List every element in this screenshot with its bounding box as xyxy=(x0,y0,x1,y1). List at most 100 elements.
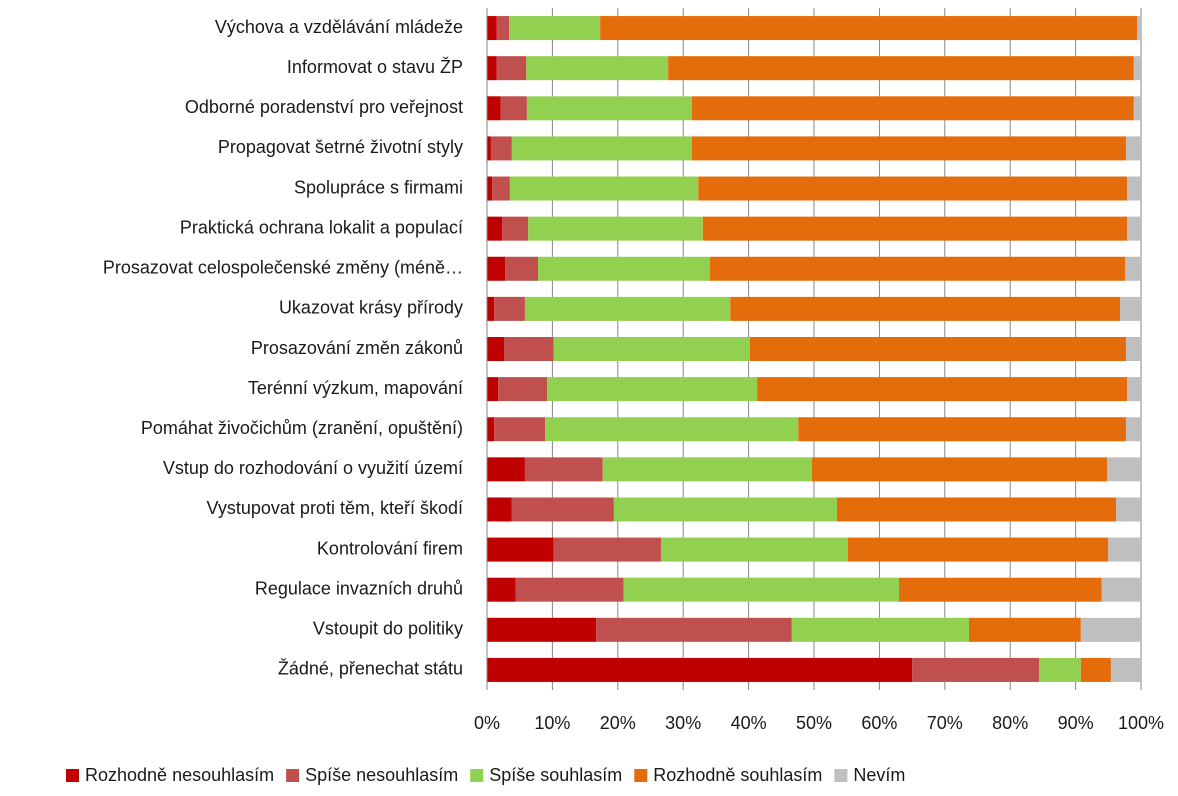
legend-swatch xyxy=(286,769,300,782)
legend-label: Rozhodně souhlasím xyxy=(653,765,822,785)
bar-segment xyxy=(1127,176,1141,201)
bar-segment xyxy=(602,457,813,482)
legend-swatch xyxy=(634,769,648,782)
x-tick-label: 40% xyxy=(731,713,767,733)
bar-segment xyxy=(511,497,614,522)
bar-segment xyxy=(1080,617,1141,642)
y-tick-label: Pomáhat živočichům (zranění, opuštění) xyxy=(141,418,463,438)
bar-segment xyxy=(487,16,497,41)
y-tick-label: Odborné poradenství pro veřejnost xyxy=(185,97,463,117)
y-tick-label: Prosazovat celospolečenské změny (méně… xyxy=(103,258,463,278)
bar-segment xyxy=(1127,216,1141,241)
bar-segment xyxy=(494,417,546,442)
bar-segment xyxy=(812,457,1107,482)
bar-segment xyxy=(524,457,603,482)
y-tick-label: Ukazovat krásy přírody xyxy=(279,298,463,318)
legend-swatch xyxy=(834,769,848,782)
bar-segment xyxy=(1125,136,1141,161)
bar-segment xyxy=(1133,56,1141,81)
x-tick-label: 20% xyxy=(600,713,636,733)
y-tick-label: Spolupráce s firmami xyxy=(294,177,463,197)
y-tick-label: Vystupovat proti těm, kteří škodí xyxy=(207,498,463,518)
bar-segment xyxy=(538,256,711,281)
bar-segment xyxy=(487,337,505,361)
bar-segment xyxy=(511,136,692,161)
bar-segment xyxy=(757,377,1128,402)
bar-segment xyxy=(710,256,1126,281)
bar-segment xyxy=(502,216,529,241)
legend-label: Nevím xyxy=(853,765,905,785)
bar-segment xyxy=(1101,577,1141,602)
legend-label: Spíše souhlasím xyxy=(489,765,622,785)
legend-swatch xyxy=(470,769,484,782)
bar-segment xyxy=(487,417,495,442)
bar-segment xyxy=(492,176,510,201)
y-tick-label: Výchova a vzdělávání mládeže xyxy=(215,17,463,37)
bar-segment xyxy=(613,497,837,522)
bar-segment xyxy=(487,497,512,522)
bar-segment xyxy=(515,577,624,602)
bar-segment xyxy=(487,176,493,201)
bar-segment xyxy=(498,377,548,402)
bar-segment xyxy=(505,256,539,281)
bar-segment xyxy=(1133,96,1141,121)
bar-segment xyxy=(528,216,703,241)
bar-segment xyxy=(547,377,758,402)
bar-segment xyxy=(524,296,731,321)
bar-segment xyxy=(691,96,1134,121)
legend-swatch xyxy=(66,769,79,782)
bar-segment xyxy=(899,577,1102,602)
bar-segment xyxy=(487,296,495,321)
bar-segment xyxy=(487,617,597,642)
bar-segment xyxy=(487,377,499,402)
bar-segment xyxy=(487,56,497,81)
bar-segment xyxy=(702,216,1128,241)
bar-segment xyxy=(487,96,501,121)
y-tick-label: Praktická ochrana lokalit a populací xyxy=(180,217,463,237)
bar-segment xyxy=(912,657,1039,682)
bar-segment xyxy=(487,577,516,602)
bar-segment xyxy=(1108,537,1141,562)
bar-segment xyxy=(500,96,527,121)
bar-segment xyxy=(1080,657,1111,682)
bar-segment xyxy=(487,457,525,482)
bar-segment xyxy=(1116,497,1141,522)
bar-segment xyxy=(691,136,1126,161)
bar-segment xyxy=(526,96,692,121)
y-tick-label: Kontrolování firem xyxy=(317,538,463,558)
bar-segment xyxy=(553,337,750,361)
x-tick-label: 10% xyxy=(534,713,570,733)
bar-segment xyxy=(668,56,1134,81)
bar-segment xyxy=(1125,337,1141,361)
bar-segment xyxy=(600,16,1138,41)
bar-segment xyxy=(1127,377,1141,402)
y-tick-label: Propagovat šetrné životní styly xyxy=(218,137,463,157)
y-tick-label: Vstoupit do politiky xyxy=(313,619,463,639)
x-tick-label: 60% xyxy=(861,713,897,733)
bar-segment xyxy=(798,417,1126,442)
bar-segment xyxy=(730,296,1121,321)
bar-segment xyxy=(1106,457,1141,482)
bar-segment xyxy=(1125,417,1141,442)
x-tick-label: 50% xyxy=(796,713,832,733)
bar-segment xyxy=(848,537,1109,562)
bar-segment xyxy=(487,256,506,281)
x-tick-label: 80% xyxy=(992,713,1028,733)
y-tick-label: Informovat o stavu ŽP xyxy=(287,57,463,77)
bar-segment xyxy=(1120,296,1141,321)
x-tick-label: 100% xyxy=(1118,713,1164,733)
y-tick-label: Regulace invazních druhů xyxy=(255,578,463,598)
bar-segment xyxy=(490,136,512,161)
y-tick-label: Prosazování změn zákonů xyxy=(251,338,463,358)
bar-segment xyxy=(698,176,1128,201)
bar-segment xyxy=(968,617,1081,642)
bar-segment xyxy=(487,537,554,562)
x-tick-label: 0% xyxy=(474,713,500,733)
bar-segment xyxy=(526,56,669,81)
bar-segment xyxy=(487,657,913,682)
y-tick-label: Žádné, přenechat státu xyxy=(278,659,463,679)
bar-segment xyxy=(1137,16,1141,41)
bar-segment xyxy=(553,537,661,562)
bar-segment xyxy=(545,417,799,442)
